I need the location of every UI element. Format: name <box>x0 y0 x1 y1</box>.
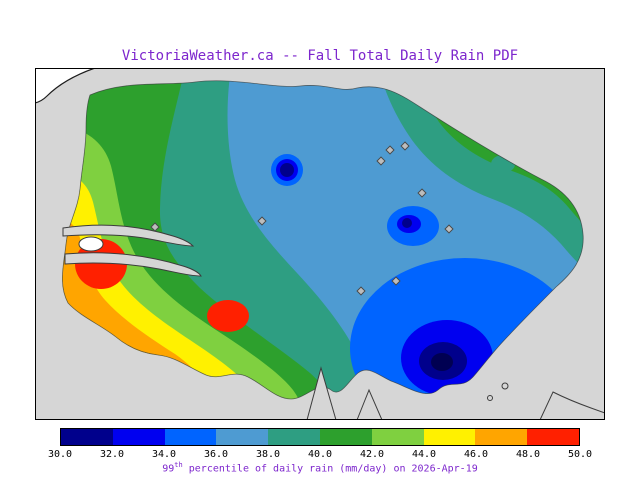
contour-max-west <box>75 239 127 289</box>
colorbar-tick: 42.0 <box>359 449 385 460</box>
colorbar-tick: 40.0 <box>307 449 333 460</box>
colorbar-segment-34-36 <box>164 429 217 445</box>
colorbar-tick: 36.0 <box>203 449 229 460</box>
map-frame <box>35 68 605 420</box>
caption-ordinal: th <box>174 461 183 469</box>
station-marker-icon <box>257 216 267 226</box>
inlet-finger-north <box>62 224 195 247</box>
colorbar-segment-36-38 <box>216 429 269 445</box>
coastal-notch-2 <box>356 388 383 420</box>
basin-lake <box>78 236 104 252</box>
station-marker-icon <box>444 224 454 234</box>
colorbar-tick: 46.0 <box>463 449 489 460</box>
coastal-notch-1 <box>306 366 337 420</box>
rain-contour-map <box>35 68 605 420</box>
contour-navy-spot-north <box>280 163 294 177</box>
colorbar-segment-42-44 <box>371 429 424 445</box>
colorbar-tick: 50.0 <box>567 449 593 460</box>
white-sea-corner <box>35 68 95 103</box>
colorbar-tick: 38.0 <box>255 449 281 460</box>
station-marker-icon <box>376 156 386 166</box>
station-marker-icon <box>391 276 401 286</box>
coastline-northwest <box>35 68 96 104</box>
colorbar <box>60 428 580 446</box>
land-southeast-corner <box>539 391 605 420</box>
station-markers <box>150 141 454 296</box>
contour-navy-patch-east <box>402 218 412 228</box>
station-marker-icon <box>385 145 395 155</box>
small-island-1 <box>501 382 509 390</box>
land-overlays <box>35 68 605 420</box>
rain-map-svg <box>35 68 605 420</box>
domain-coastline <box>62 80 584 400</box>
colorbar-segment-48-50 <box>527 429 579 445</box>
small-island-2 <box>487 395 493 401</box>
contour-max-south <box>207 300 249 332</box>
colorbar-segment-30-32 <box>61 429 113 445</box>
colorbar-segment-44-46 <box>423 429 476 445</box>
inlet-finger-south <box>64 252 202 277</box>
station-marker-icon <box>417 188 427 198</box>
colorbar-tick: 32.0 <box>99 449 125 460</box>
colorbar-tick: 44.0 <box>411 449 437 460</box>
contour-min-core-southeast <box>431 353 453 371</box>
station-marker-icon <box>150 222 160 232</box>
station-marker-icon <box>400 141 410 151</box>
colorbar-tick: 34.0 <box>151 449 177 460</box>
colorbar-segment-40-42 <box>319 429 372 445</box>
colorbar-segment-32-34 <box>112 429 165 445</box>
colorbar-tick: 30.0 <box>47 449 73 460</box>
page-title: VictoriaWeather.ca -- Fall Total Daily R… <box>121 48 519 64</box>
colorbar-segment-46-48 <box>475 429 528 445</box>
caption-number: 99 <box>162 463 175 475</box>
colorbar-caption: 99th percentile of daily rain (mm/day) o… <box>0 461 640 474</box>
colorbar-segment-38-40 <box>268 429 320 445</box>
caption-text: percentile of daily rain (mm/day) on 202… <box>182 463 478 475</box>
colorbar-tick: 48.0 <box>515 449 541 460</box>
station-marker-icon <box>356 286 366 296</box>
